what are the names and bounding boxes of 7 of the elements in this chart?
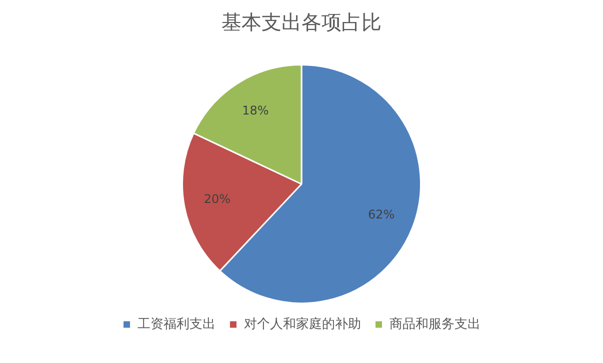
- legend-label: 工资福利支出: [137, 316, 216, 332]
- chart-title: 基本支出各项占比: [222, 10, 382, 34]
- legend-label: 商品和服务支出: [389, 316, 480, 332]
- data-label: 20%: [204, 192, 230, 206]
- data-label: 18%: [242, 104, 269, 118]
- legend-label: 对个人和家庭的补助: [244, 316, 361, 332]
- data-label: 62%: [368, 208, 395, 222]
